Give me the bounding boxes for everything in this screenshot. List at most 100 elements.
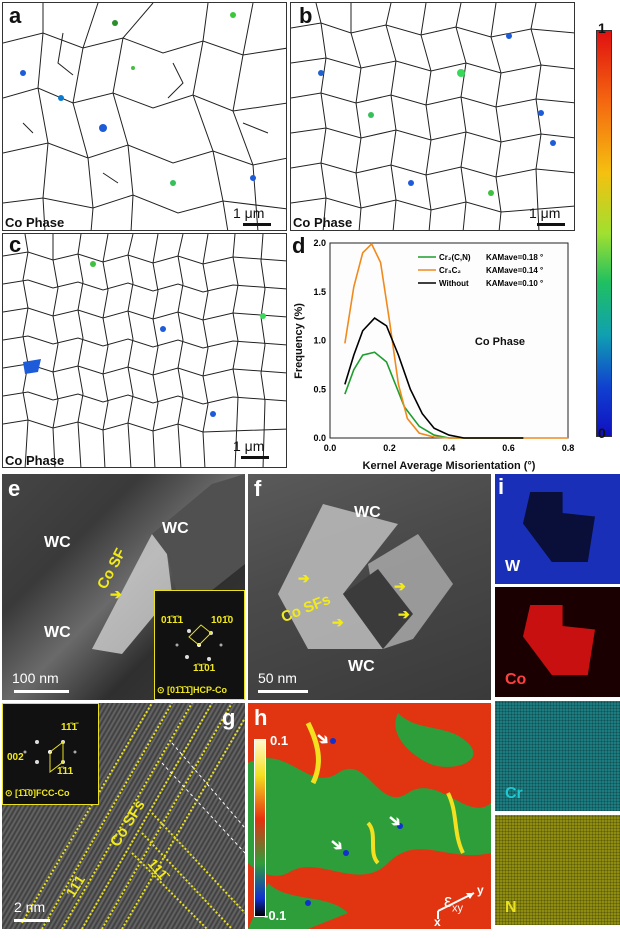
panel-e-grain-shapes: [92, 474, 245, 654]
panel-f-tem-image: f WC WC Co SFs ➔ ➔ ➔ ➔ 50 nm: [248, 474, 491, 700]
panel-b-scale-bar: [537, 223, 565, 226]
panel-a-kam-map: a Co Phase 1 μm: [2, 2, 287, 231]
x-tick-label-3: 0.6: [502, 443, 515, 453]
kam-distribution-plot: 0.0 0.2 0.4 0.6 0.8 0.0 0.5 1.0 1.5 2.0 Kernel Av…: [293, 238, 575, 472]
panel-c-scale-text: 1 μm: [233, 438, 265, 454]
panel-b-kam-map: b Co Phase 1 μm: [290, 2, 575, 231]
fft-g-spot-3: 1̄11: [57, 766, 74, 777]
panel-g-scale-text: 2 nm: [14, 899, 46, 915]
colorbar-min-label: 0: [598, 425, 606, 441]
colorbar-max-label: 1: [598, 20, 606, 36]
legend-name-2: Without: [439, 279, 469, 288]
panel-f-scale-text: 50 nm: [258, 670, 297, 686]
grain-boundary-network-c: [3, 234, 286, 467]
panel-c-scale-bar: [241, 456, 269, 459]
x-tick-label-4: 0.8: [562, 443, 575, 453]
grain-boundary-network-a: [3, 3, 286, 230]
eds-map-co: Co: [495, 587, 620, 697]
panel-h-colorbar-min: -0.1: [264, 908, 287, 923]
eds-grain-shape: [523, 492, 595, 562]
panel-h-strain-map: h ➔ ➔ ➔ 0.1 -0.1 y x εxy: [248, 703, 491, 929]
panel-g-scale-bar: [14, 919, 50, 922]
panel-f-grain-shapes: [278, 504, 453, 649]
panel-e-scale-text: 100 nm: [12, 670, 59, 686]
eds-map-w: W: [495, 474, 620, 584]
panel-e-wc-label-1: WC: [44, 534, 71, 551]
fft-e-spot-3: 1̄1̄01: [193, 663, 216, 674]
panel-b-phase-label: Co Phase: [293, 215, 353, 230]
panel-c-label: c: [9, 233, 22, 257]
panel-f-wc-label-2: WC: [348, 658, 375, 675]
x-tick-label-1: 0.2: [383, 443, 396, 453]
panel-d-label: d: [292, 233, 306, 258]
y-tick-label-3: 1.5: [313, 287, 326, 297]
panel-e-tem-image: e WC WC WC Co SF ➔ 100 nm 01̄1̄1 101̄0 1…: [2, 474, 245, 700]
fft-pattern-e: [175, 624, 223, 661]
panel-e-label: e: [8, 476, 21, 501]
fft-e-spot-1: 01̄1̄1: [161, 615, 184, 626]
x-tick-label-0: 0.0: [324, 443, 337, 453]
panel-a-label: a: [9, 3, 22, 28]
eds-map-cr: Cr: [495, 701, 620, 811]
panel-b-scale-text: 1 μm: [529, 205, 561, 221]
plot-frame: [329, 242, 569, 439]
panel-h-colorbar: [254, 739, 266, 917]
y-tick-label-2: 1.0: [313, 336, 326, 346]
panel-a-scale-bar: [243, 223, 271, 226]
grain-boundary-network-b: [291, 3, 574, 230]
panel-h-axis-x: x: [434, 915, 441, 929]
panel-f-sf-arrow-1: ➔: [298, 570, 310, 586]
panel-f-sf-arrow-4: ➔: [398, 606, 410, 622]
x-tick-label-2: 0.4: [443, 443, 456, 453]
panel-h-strain-field: [248, 703, 491, 929]
eds-grain-shape: [523, 605, 595, 675]
panel-g-label: g: [222, 705, 236, 730]
panel-e-fft-inset: 01̄1̄1 101̄0 1̄1̄01 ⊙ [01̄1̄1̄]HCP-Co: [154, 590, 245, 700]
legend-kam-2: KAMave=0.10 °: [486, 279, 543, 288]
legend-name-1: Cr₃C₂: [439, 266, 461, 275]
fft-g-zone-axis: ⊙ [1̄1̄0]FCC-Co: [5, 788, 70, 798]
panel-e-wc-label-2: WC: [162, 520, 189, 537]
fft-g-spot-2: 002: [7, 752, 24, 763]
panel-e-sf-arrow: ➔: [110, 586, 122, 602]
fft-pattern-g: [23, 740, 77, 774]
x-axis-label: Kernel Average Misorientation (°): [363, 460, 536, 472]
legend-kam-0: KAMave=0.18 °: [486, 253, 543, 262]
panel-i-label: i: [498, 474, 505, 499]
eds-label-cr: Cr: [505, 785, 523, 802]
panel-h-colorbar-max: 0.1: [270, 733, 289, 748]
panel-c-kam-map: c Co Phase 1 μm: [2, 233, 287, 468]
y-tick-label-4: 2.0: [313, 238, 326, 248]
panel-c-phase-label: Co Phase: [5, 453, 65, 468]
eds-map-n: N: [495, 815, 620, 925]
panel-f-label: f: [254, 476, 262, 501]
eds-label-co: Co: [505, 671, 527, 688]
strain-epsilon: ε: [444, 891, 453, 911]
legend-kam-1: KAMave=0.14 °: [486, 266, 543, 275]
panel-e-scale-bar: [14, 690, 69, 693]
legend-name-0: Cr₂(C,N): [439, 253, 471, 262]
kam-colorbar: [596, 30, 612, 437]
panel-e-wc-label-3: WC: [44, 624, 71, 641]
panel-f-sf-arrow-3: ➔: [394, 578, 406, 594]
panel-g-fft-inset: 11̄1̄ 002 1̄11 ⊙ [1̄1̄0]FCC-Co: [2, 703, 99, 805]
strain-subscript: xy: [452, 902, 464, 915]
eds-label-w: W: [505, 558, 521, 575]
panel-f-scale-bar: [258, 690, 308, 693]
panel-g-hrtem-image: g Co SFs 11̄1 111̄ 2 nm 11̄1̄ 002 1̄11 ⊙…: [2, 703, 245, 929]
panel-h-axes-icon: [437, 892, 475, 919]
fft-g-spot-1: 11̄1̄: [61, 722, 78, 733]
fft-e-zone-axis: ⊙ [01̄1̄1̄]HCP-Co: [157, 685, 228, 695]
panel-h-label: h: [254, 705, 268, 730]
y-axis-label: Frequency (%): [293, 303, 305, 379]
y-tick-label-0: 0.0: [313, 433, 326, 443]
panel-h-axis-y: y: [477, 883, 484, 897]
panel-h-strain-symbol: εxy: [444, 891, 463, 915]
y-tick-label-1: 0.5: [313, 384, 326, 394]
eds-label-n: N: [505, 899, 517, 916]
panel-f-sf-arrow-2: ➔: [332, 614, 344, 630]
co-phase-annotation: Co Phase: [475, 336, 525, 348]
panel-g-sf-lines: [21, 703, 245, 929]
panel-d-kam-chart: d 0.0 0.2 0.4 0.6 0.8 0.0 0.5 1.0 1.5 2.0 Kernel …: [290, 233, 590, 473]
panel-b-label: b: [299, 3, 313, 28]
